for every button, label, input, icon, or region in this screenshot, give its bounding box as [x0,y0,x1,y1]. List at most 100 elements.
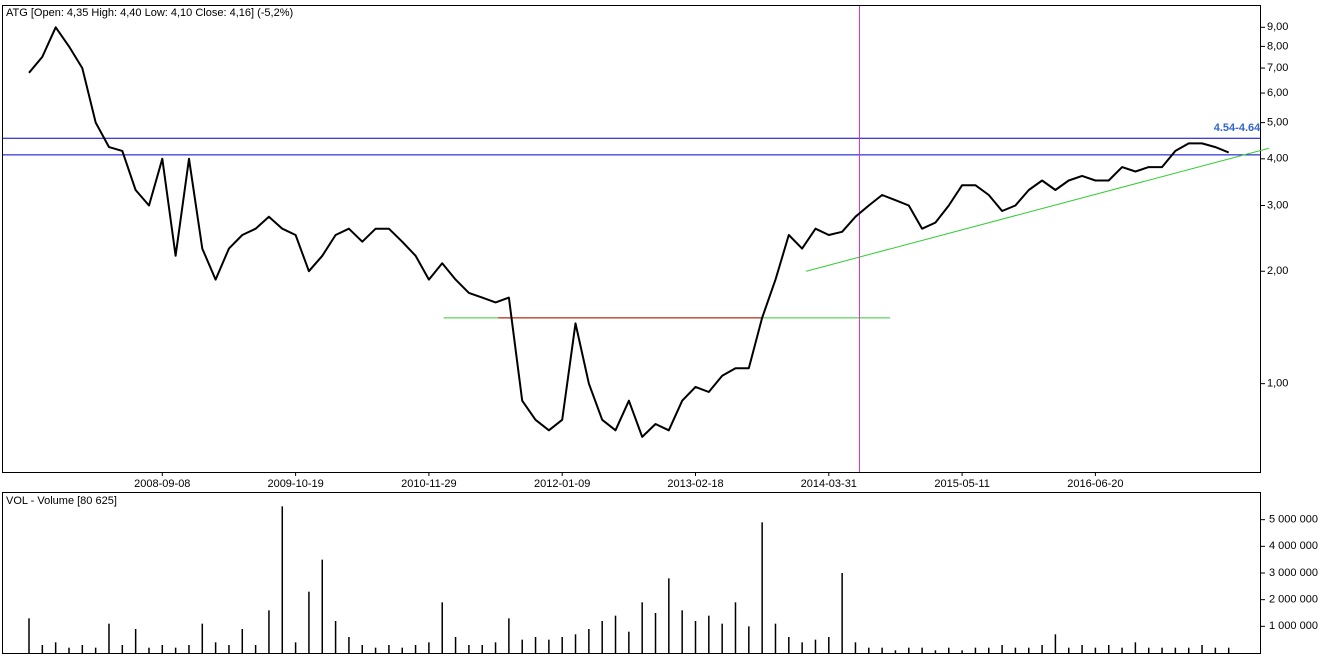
volume-bar [134,629,137,653]
volume-bar [814,639,817,653]
volume-bar [1041,645,1043,653]
volume-bar [894,650,897,653]
volume-bar [388,645,390,653]
volume-bar [228,645,230,653]
volume-bar [1107,645,1110,653]
x-tick-label: 2012-01-09 [534,478,590,490]
volume-bar [974,647,977,653]
y-tick-label: 2 000 000 [1269,594,1318,606]
volume-panel [2,492,1261,654]
price-panel [2,5,1261,473]
y-tick-label: 6,00 [1267,87,1288,99]
volume-bar [854,642,857,653]
volume-bar [308,591,310,653]
volume-bar [174,647,177,653]
range-label: 4.54-4.64 [1214,122,1261,134]
y-tick-label: 8,00 [1267,40,1288,52]
volume-bar [1014,647,1017,653]
volume-bar [374,647,377,653]
volume-bar [414,645,417,653]
volume-bar [988,647,990,653]
volume-bar [1134,642,1137,653]
volume-bar [614,615,617,653]
y-tick-label: 1 000 000 [1269,620,1318,632]
volume-bar [801,642,803,653]
volume-bar [588,629,590,653]
volume-bar [868,647,870,653]
volume-bar [1227,647,1230,653]
volume-bar [281,506,284,653]
volume-bar [321,559,324,653]
volume-bar [841,573,843,653]
volume-bar [601,621,603,653]
volume-bar [1094,647,1097,653]
volume-bar [148,647,150,653]
volume-bar [508,618,510,653]
x-tick-label: 2010-11-29 [401,478,456,490]
volume-bar [1028,647,1030,653]
volume-bar [881,647,883,653]
volume-bar [1001,645,1003,653]
volume-bar [761,522,763,653]
y-tick-label: 2,00 [1267,265,1288,277]
volume-bar [908,647,910,653]
y-tick-label: 4,00 [1267,153,1288,165]
volume-bar [268,610,270,653]
volume-bar [708,615,710,653]
volume-bar [494,642,497,653]
volume-bar [534,637,537,653]
volume-bar [748,626,750,653]
y-tick-label: 5,00 [1267,117,1288,129]
volume-bar [1147,647,1150,653]
volume-bar [961,650,963,653]
volume-bar [654,613,657,653]
x-tick-label: 2015-05-11 [934,478,989,490]
volume-bar [188,645,190,653]
volume-bar [294,642,297,653]
volume-bar [214,642,217,653]
x-tick-label: 2008-09-08 [134,478,190,490]
volume-bar [921,647,923,653]
volume-bar [1161,647,1163,653]
volume-bar [334,621,337,653]
y-tick-label: 3,00 [1267,199,1288,211]
y-tick-label: 1,00 [1267,378,1288,390]
y-tick-label: 3 000 000 [1269,567,1318,579]
x-tick-label: 2009-10-19 [267,478,323,490]
volume-bar [681,610,683,653]
volume-bar [668,578,670,653]
volume-bar [468,645,470,653]
volume-bar [548,639,550,653]
volume-bar [628,631,630,653]
trend-line [806,147,1270,272]
volume-bar [774,623,777,653]
volume-bar [1067,647,1070,653]
volume-bar [1201,645,1203,653]
volume-bar [28,618,30,653]
volume-bar [1121,647,1123,653]
volume-bar [948,647,950,653]
volume-bar [241,629,244,653]
x-tick-label: 2016-06-20 [1067,478,1123,490]
volume-bar [161,645,164,653]
x-tick-label: 2014-03-31 [801,478,857,490]
volume-bar [201,623,204,653]
y-tick-label: 5 000 000 [1269,514,1318,526]
volume-bar [81,645,84,653]
volume-bar [561,637,563,653]
volume-bar [121,645,124,653]
y-tick-label: 7,00 [1267,62,1288,74]
volume-bar [41,645,44,653]
volume-bar [694,621,697,653]
volume-bar [54,642,57,653]
volume-bar [254,645,257,653]
price-title: ATG [Open: 4,35 High: 4,40 Low: 4,10 Clo… [6,7,293,19]
volume-bar [1187,647,1190,653]
volume-bar [428,642,430,653]
volume-bar [108,623,110,653]
volume-bar [1214,647,1217,653]
volume-bar [641,602,643,653]
volume-bar [574,634,577,653]
volume-bar [734,602,737,653]
